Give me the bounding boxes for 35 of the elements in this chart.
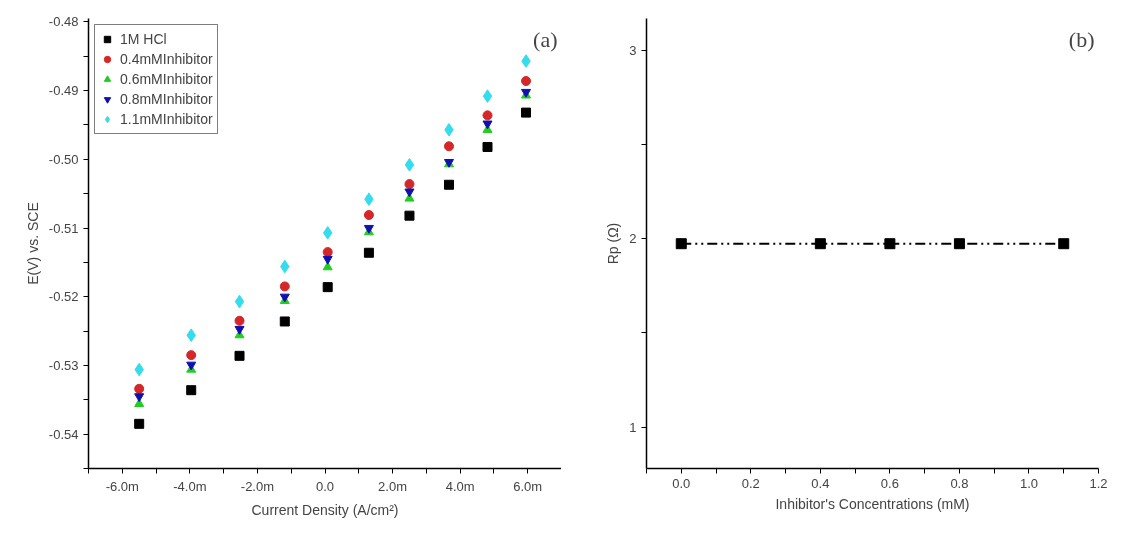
- y-tick-label: -0.50: [48, 151, 79, 167]
- x-tick-label: -6.0m: [105, 478, 139, 494]
- y-tick-label: 3: [629, 43, 637, 59]
- x-tick-label: 4.0m: [445, 478, 475, 494]
- annotation: (b): [1068, 26, 1095, 52]
- x-tick-label: 0.2: [741, 475, 760, 491]
- x-axis-title: Current Density (A/cm²): [251, 501, 399, 518]
- y-tick-label: -0.49: [48, 83, 79, 99]
- y-tick-label: -0.51: [48, 220, 79, 236]
- x-tick-label: 1.0: [1019, 475, 1038, 491]
- x-tick-label: 0.0: [672, 475, 691, 491]
- y-tick-label: -0.54: [48, 426, 79, 442]
- y-axis-title: Rp (Ω): [605, 222, 622, 265]
- x-tick-label: 0.6: [880, 475, 899, 491]
- legend-label: 0.8mMInhibitor: [120, 91, 213, 107]
- y-tick-label: 1: [629, 419, 637, 435]
- x-tick-label: -2.0m: [240, 478, 275, 494]
- y-tick-label: 2: [629, 231, 637, 247]
- y-tick-label: -0.48: [48, 14, 79, 30]
- x-tick-label: 0.4: [811, 475, 830, 491]
- annotation: (a): [533, 26, 558, 52]
- y-axis-title: E(V) vs. SCE: [24, 202, 41, 285]
- x-tick-label: 0.0: [315, 478, 335, 494]
- y-tick-label: -0.53: [48, 357, 79, 373]
- legend-label: 1M HCl: [120, 31, 167, 47]
- x-tick-label: -4.0m: [173, 478, 207, 494]
- legend-label: 0.6mMInhibitor: [120, 71, 213, 87]
- x-axis-title: Inhibitor's Concentrations (mM): [775, 495, 970, 512]
- legend-label: 1.1mMInhibitor: [120, 111, 213, 127]
- x-tick-label: 2.0m: [378, 478, 408, 494]
- legend-label: 0.4mMInhibitor: [120, 51, 213, 67]
- y-tick-label: -0.52: [48, 289, 79, 305]
- x-tick-label: 0.8: [950, 475, 969, 491]
- x-tick-label: 6.0m: [513, 478, 543, 494]
- x-tick-label: 1.2: [1089, 475, 1108, 491]
